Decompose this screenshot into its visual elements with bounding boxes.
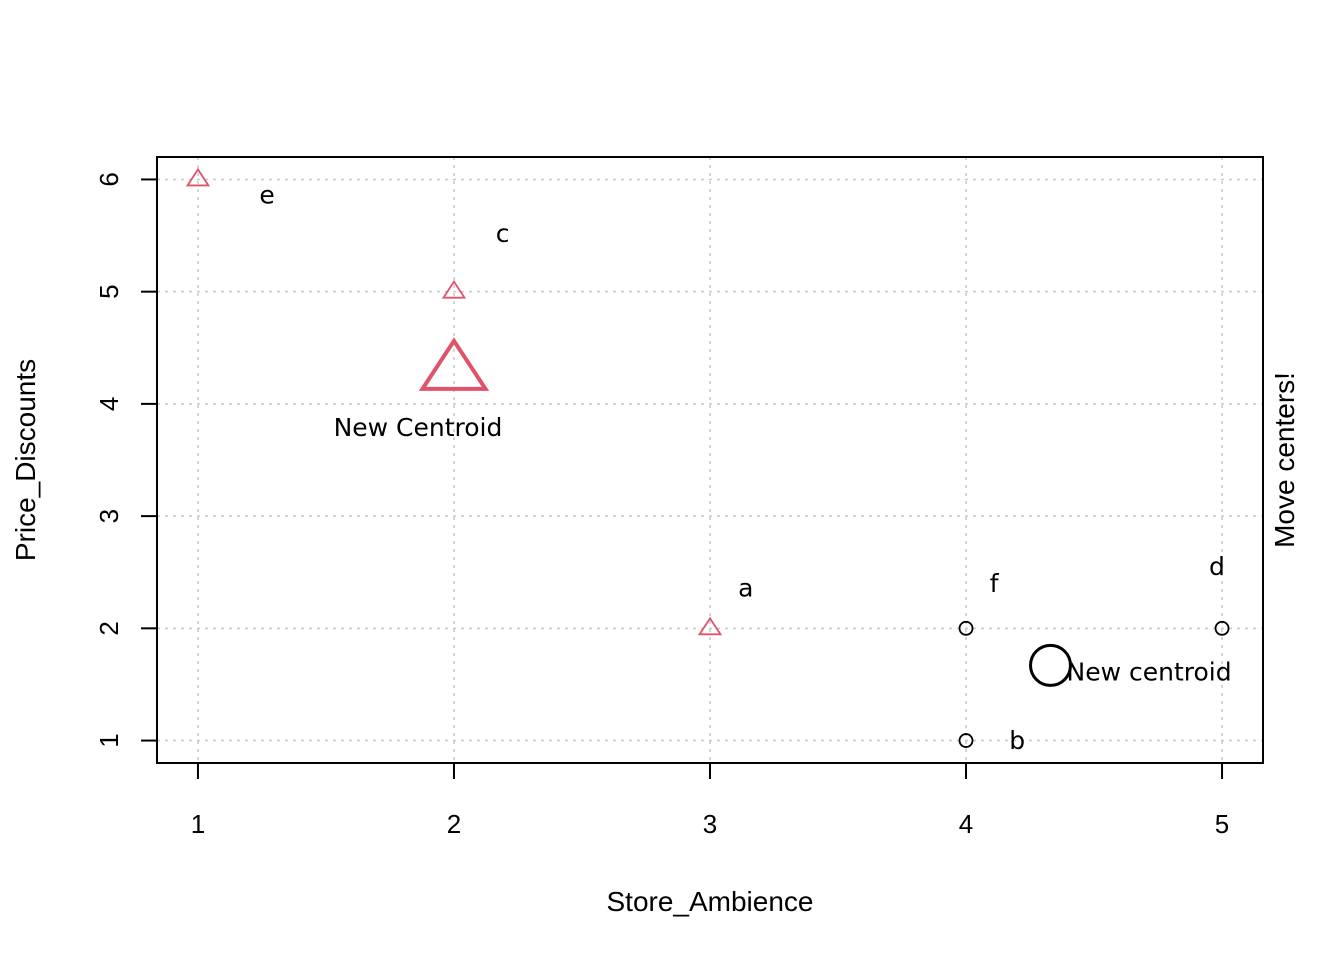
axes: 1 2 3 4 5 1 2 3 4 5 6 [94,172,1229,839]
data-point-triangle [697,616,723,636]
y-axis-title: Price_Discounts [10,359,41,561]
data-point-circle [1214,620,1230,636]
centroid-label: New centroid [1067,657,1232,686]
data-point-circle [958,620,974,636]
x-tick-label: 5 [1215,809,1229,839]
centroid-marker-triangle [418,337,490,391]
point-label: c [496,219,510,248]
point-labels: e c a f d b [259,181,1224,755]
x-axis-title: Store_Ambience [606,886,813,917]
point-label: f [990,569,1000,598]
y-tick-label: 4 [94,397,124,411]
point-label: e [259,181,274,210]
x-tick-label: 3 [703,809,717,839]
centroids: New Centroid New centroid [334,337,1232,687]
x-tick-label: 1 [191,809,205,839]
data-point-triangle [185,167,211,187]
point-label: d [1209,552,1225,581]
x-tick-label: 4 [959,809,973,839]
centroid-marker-circle [1029,643,1073,687]
y-tick-label: 6 [94,172,124,186]
y-tick-label: 2 [94,621,124,635]
x-tick-label: 2 [447,809,461,839]
data-point-triangle [441,280,467,299]
data-points [185,167,1230,748]
side-annotation: Move centers! [1269,372,1300,548]
centroid-label: New Centroid [334,413,503,442]
grid [157,157,1263,763]
point-label: b [1009,726,1025,755]
y-tick-label: 5 [94,284,124,298]
point-label: a [738,573,753,602]
y-tick-label: 1 [94,733,124,747]
y-tick-label: 3 [94,509,124,523]
data-point-circle [958,733,974,748]
